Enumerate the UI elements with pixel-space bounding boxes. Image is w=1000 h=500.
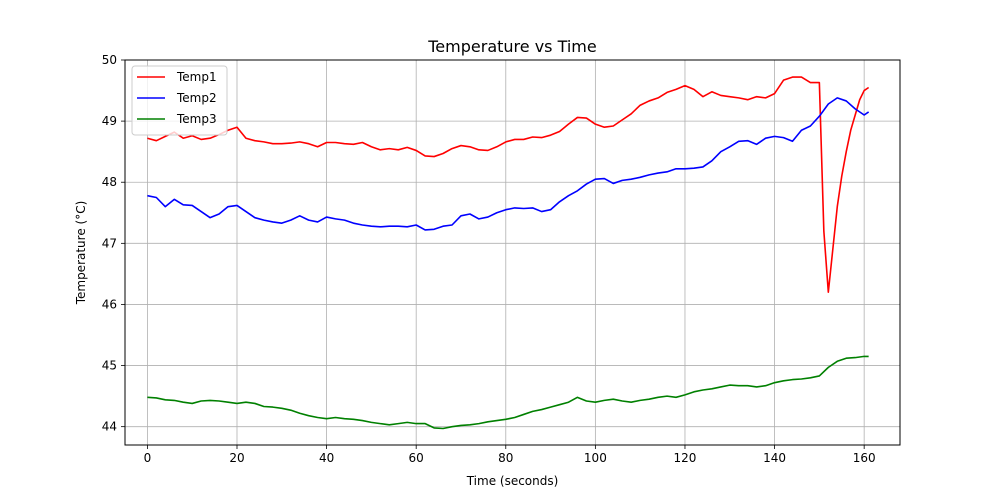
x-tick-label: 140 [763, 451, 786, 465]
y-axis-title: Temperature (°C) [74, 201, 88, 306]
y-tick-label: 46 [102, 297, 117, 311]
series-line-temp3 [147, 355, 869, 430]
x-tick-label: 160 [853, 451, 876, 465]
axis-ticks: 0 20 40 60 80 100 120 140 160 44 45 46 47 48 49 50 [102, 53, 876, 465]
legend-box [131, 65, 228, 136]
legend-label-temp3: Temp3 [176, 112, 217, 126]
legend: Temp1 Temp2 Temp3 [131, 65, 228, 136]
y-tick-label: 49 [102, 114, 117, 128]
x-tick-label: 80 [498, 451, 513, 465]
chart-title: Temperature vs Time [427, 37, 596, 56]
series-line-temp2 [147, 97, 870, 231]
series-line-temp1 [147, 76, 870, 294]
x-tick-label: 40 [319, 451, 334, 465]
legend-label-temp2: Temp2 [176, 91, 217, 105]
plot-frame [124, 59, 901, 446]
grid [125, 59, 900, 445]
x-tick-label: 60 [409, 451, 424, 465]
y-tick-label: 48 [102, 175, 117, 189]
x-tick-label: 0 [144, 451, 152, 465]
x-tick-label: 120 [674, 451, 697, 465]
y-tick-label: 45 [102, 359, 117, 373]
series-lines [147, 76, 870, 430]
x-axis-title: Time (seconds) [466, 474, 559, 488]
x-tick-label: 20 [229, 451, 244, 465]
y-tick-label: 47 [102, 236, 117, 250]
x-tick-label: 100 [584, 451, 607, 465]
y-tick-label: 44 [102, 420, 117, 434]
y-tick-label: 50 [102, 53, 117, 67]
legend-label-temp1: Temp1 [176, 70, 217, 84]
